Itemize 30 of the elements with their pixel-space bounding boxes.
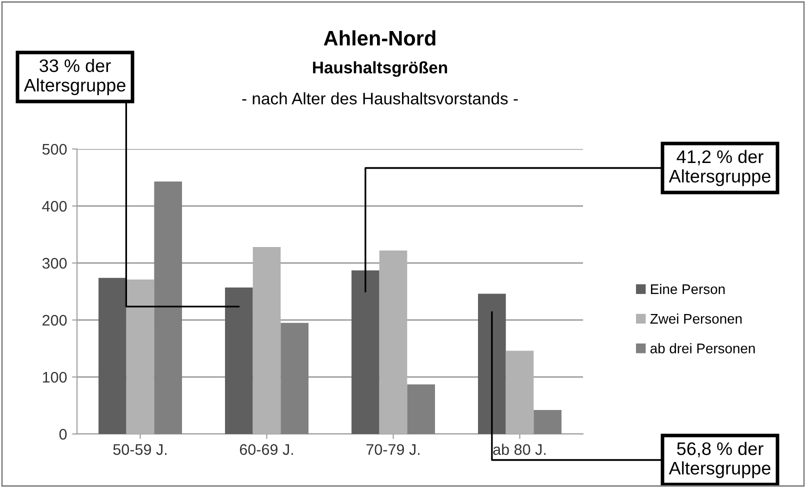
bar <box>98 278 126 434</box>
x-tick-label: 60-69 J. <box>240 444 293 455</box>
x-tick-label: ab 80 J. <box>493 444 546 455</box>
legend-label: Eine Person <box>651 284 725 294</box>
text: 41,2 % der Altersgruppe <box>668 150 770 186</box>
bar <box>154 181 182 434</box>
x-tick-label: 70-79 J. <box>366 444 420 455</box>
legend-label: ab drei Personen <box>650 343 755 354</box>
bar <box>126 280 154 434</box>
y-tick-label: 400 <box>42 200 67 212</box>
bar <box>352 270 380 434</box>
bar <box>225 288 253 434</box>
y-tick-label: 300 <box>42 258 67 269</box>
legend-label: Zwei Personen <box>650 314 742 324</box>
bar <box>407 384 435 434</box>
bar <box>534 410 562 434</box>
x-tick-label: 50-59 J. <box>113 444 166 455</box>
chart-title: Ahlen-Nord <box>324 30 436 46</box>
bar <box>379 250 408 434</box>
y-tick-label: 500 <box>42 144 67 155</box>
bar <box>280 322 308 434</box>
y-tick-label: 0 <box>59 428 67 440</box>
y-tick-label: 100 <box>42 372 67 383</box>
text: 33 % der Altersgruppe <box>24 58 126 96</box>
bar <box>506 350 534 434</box>
text: 56,8 % der Altersgruppe <box>668 442 770 478</box>
chart-subtitle: Haushaltsgrößen - nach Alter des Haushaltsvorstands - <box>242 61 518 104</box>
y-tick-label: 200 <box>42 314 67 326</box>
bar <box>252 247 281 434</box>
bar <box>478 294 506 434</box>
